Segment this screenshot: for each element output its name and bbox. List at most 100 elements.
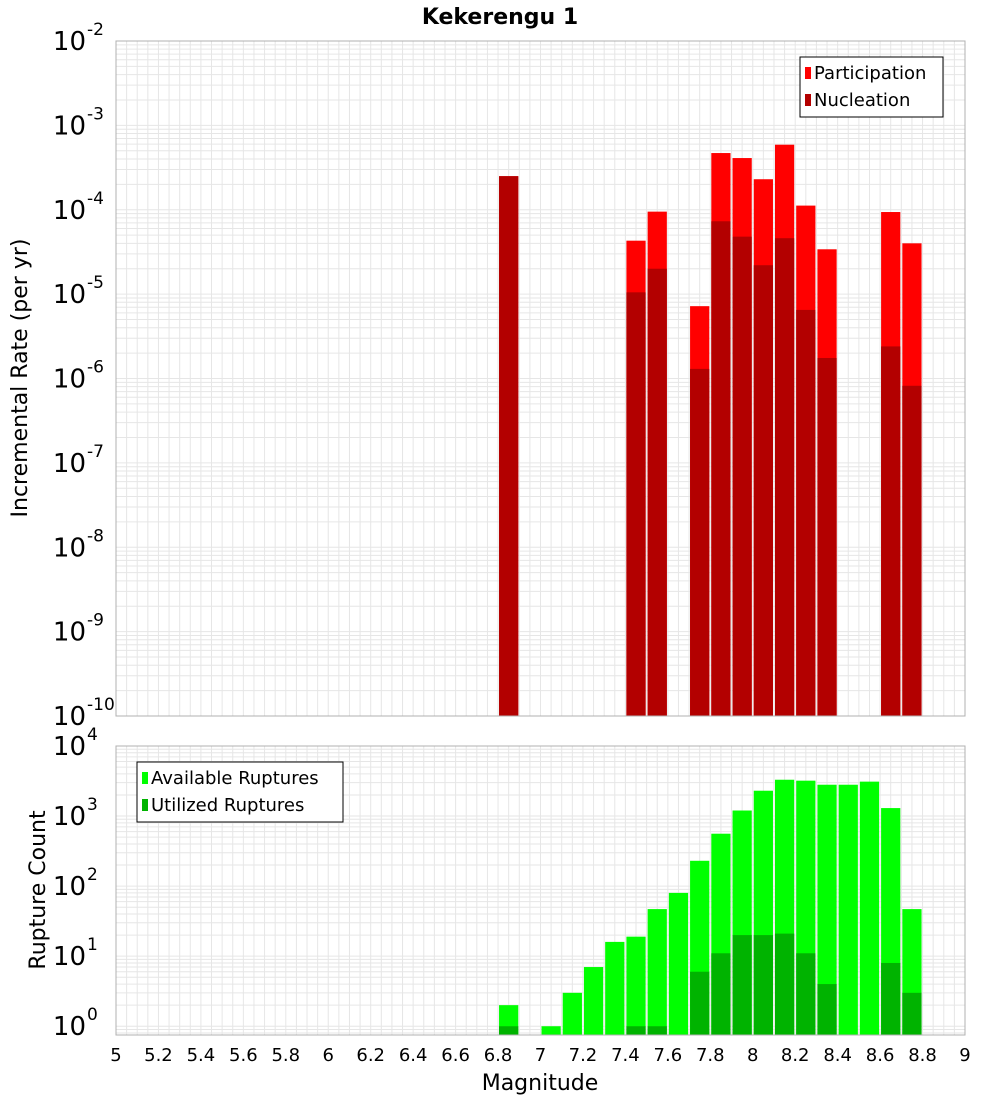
legend: Participation Nucleation [799,56,944,118]
nucleationbar-bar [732,236,752,716]
legend-label: Utilized Ruptures [151,795,304,816]
x-tick-label: 8 [747,1045,758,1066]
legend-swatch [142,799,148,811]
legend-swatch [805,67,811,79]
x-tick-label: 5.8 [271,1045,300,1066]
x-tick-label: 8.2 [781,1045,810,1066]
y-tick-label: 10 [53,732,86,762]
available-rupturesbar-bar [838,784,858,1035]
y-tick-exponent: -5 [87,273,104,293]
nucleationbar-bar [774,238,795,716]
x-tick-label: 8.6 [866,1045,895,1066]
y-tick-label: 10 [53,280,86,310]
x-tick-label: 6.4 [399,1045,428,1066]
x-tick-label: 7.8 [696,1045,725,1066]
nucleationbar-bar [647,268,667,716]
x-tick-label: 6 [323,1045,334,1066]
utilized-rupturesbar-bar [902,992,922,1035]
utilized-rupturesbar-bar [774,933,795,1035]
utilized-rupturesbar-bar [817,984,837,1035]
utilized-rupturesbar-bar [881,962,901,1035]
utilized-rupturesbar-bar [732,935,752,1035]
x-tick-label: 5.6 [229,1045,258,1066]
x-tick-label: 5.4 [187,1045,216,1066]
y-tick-label: 10 [53,449,86,479]
utilized-rupturesbar-bar [499,1026,519,1035]
legend-box [799,56,944,118]
available-rupturesbar-bar [562,992,582,1035]
available-rupturesbar-bar [647,909,667,1035]
nucleationbar-bar [796,309,816,716]
y-tick-label: 10 [53,618,86,648]
legend: Available Ruptures Utilized Ruptures [136,761,344,823]
available-rupturesbar-bar [859,781,880,1035]
y-tick-exponent: -3 [87,104,104,124]
y-tick-label: 10 [53,196,86,226]
legend-swatch [142,772,148,784]
legend-label: Nucleation [814,90,910,111]
x-tick-label: 7 [535,1045,546,1066]
x-tick-label: 8.8 [908,1045,937,1066]
nucleationbar-bar [690,368,710,716]
legend-swatch [805,94,811,106]
utilized-rupturesbar-bar [690,971,710,1035]
utilized-rupturesbar-bar [711,953,731,1035]
y-axis-label-rate: Incremental Rate (per yr) [8,239,33,518]
nucleationbar-bar [881,346,901,716]
x-tick-label: 7.6 [654,1045,683,1066]
y-tick-exponent: -10 [87,695,115,715]
x-tick-label: 8.4 [823,1045,852,1066]
plot-frame [115,745,966,1036]
available-rupturesbar-bar [541,1026,561,1035]
utilized-rupturesbar-bar [796,953,816,1035]
available-rupturesbar-bar [626,936,646,1035]
y-tick-exponent: -2 [87,20,104,40]
y-tick-label: 10 [53,1012,86,1042]
y-tick-exponent: -7 [87,442,104,462]
nucleationbar-bar [753,265,773,716]
x-tick-label: 6.8 [484,1045,513,1066]
y-tick-label: 10 [53,365,86,395]
y-tick-exponent: -8 [87,526,104,546]
y-tick-exponent: -9 [87,611,104,631]
legend-label: Available Ruptures [151,768,319,789]
x-tick-label: 6.6 [441,1045,470,1066]
legend-box [136,761,344,823]
utilized-rupturesbar-bar [753,935,773,1035]
x-tick-label: 5 [110,1045,121,1066]
x-tick-label: 9 [959,1045,970,1066]
available-rupturesbar-bar [583,967,604,1035]
x-tick-label: 7.2 [569,1045,598,1066]
y-axis-label-count: Rupture Count [26,810,51,970]
y-tick-exponent: -4 [87,189,104,209]
y-tick-label: 10 [53,27,86,57]
x-tick-label: 7.4 [611,1045,640,1066]
nucleationbar-bar [902,385,922,716]
y-tick-label: 10 [53,942,86,972]
nucleationbar-bar [499,176,519,716]
y-tick-exponent: 4 [87,725,98,745]
y-tick-exponent: 2 [87,865,98,885]
y-tick-exponent: 1 [87,935,98,955]
y-tick-label: 10 [53,802,86,832]
x-tick-label: 5.2 [144,1045,173,1066]
plot-frame [115,40,966,717]
y-tick-exponent: -6 [87,358,104,378]
x-tick-label: 6.2 [356,1045,385,1066]
nucleationbar-bar [711,221,731,716]
legend-label: Participation [814,63,926,84]
y-tick-label: 10 [53,533,86,563]
y-tick-label: 10 [53,872,86,902]
x-axis-label: Magnitude [482,1071,599,1096]
nucleationbar-bar [626,292,646,716]
y-tick-exponent: 3 [87,795,98,815]
utilized-rupturesbar-bar [647,1026,667,1035]
y-tick-exponent: 0 [87,1005,98,1025]
utilized-rupturesbar-bar [626,1026,646,1035]
available-rupturesbar-bar [605,941,625,1035]
available-rupturesbar-bar [668,892,689,1035]
y-tick-label: 10 [53,702,86,732]
